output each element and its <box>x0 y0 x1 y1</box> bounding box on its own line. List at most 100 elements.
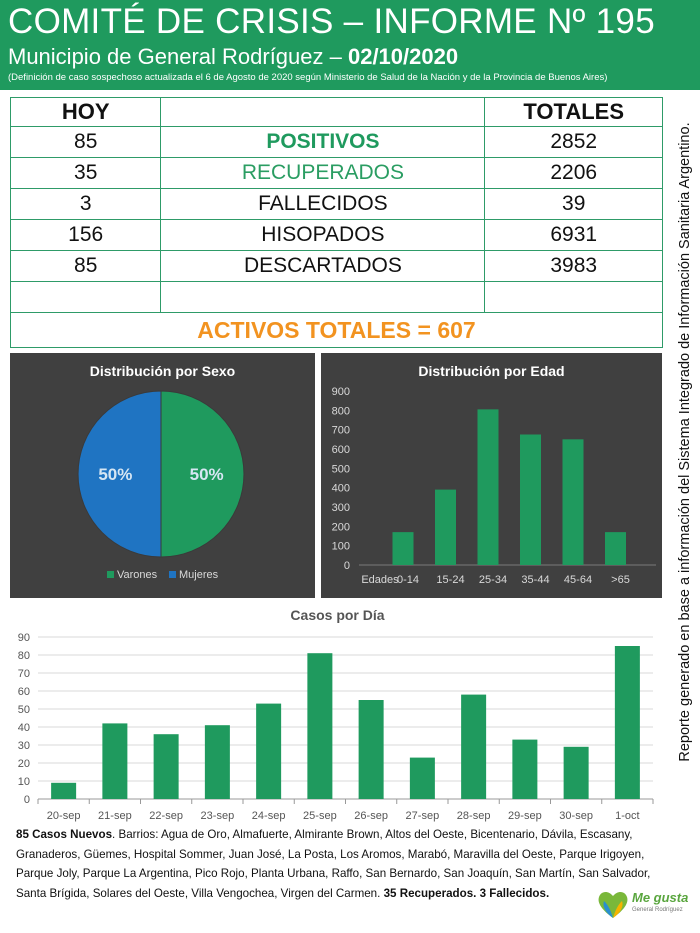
x-tick-label: 29-sep <box>508 810 542 822</box>
today-value: 3 <box>9 188 162 220</box>
row-label: POSITIVOS <box>160 126 486 158</box>
new-cases-paragraph: 85 Casos Nuevos. Barrios: Agua de Oro, A… <box>16 825 676 903</box>
daily-cases-chart-area: Casos por Día 0 10 20 30 40 50 60 70 80 90 20-sep 2… <box>10 600 665 825</box>
y-tick-label: 10 <box>18 776 30 788</box>
activos-row: ACTIVOS TOTALES = 607 <box>10 312 663 348</box>
age-bar-25-34 <box>477 409 499 565</box>
y-tick-label: 50 <box>18 704 30 716</box>
day-bar-23-sep <box>204 725 230 799</box>
x-tick-label: >65 <box>611 574 630 586</box>
day-bar-29-sep <box>512 739 538 799</box>
age-bar-0-14 <box>392 532 414 565</box>
summary-row-positivos: 85 POSITIVOS 2852 <box>9 126 663 158</box>
x-tick-label: 25-34 <box>479 574 507 586</box>
sex-chart-title: Distribución por Sexo <box>89 363 236 379</box>
total-value: 39 <box>484 188 663 220</box>
x-tick-label: 30-sep <box>559 810 593 822</box>
report-date: 02/10/2020 <box>347 44 459 69</box>
new-cases-count: 85 Casos Nuevos <box>16 828 113 841</box>
today-value: 85 <box>9 126 162 158</box>
y-tick-label: 100 <box>332 541 350 553</box>
summary-header-row: HOY TOTALES <box>9 97 663 127</box>
municipality-label: Municipio de General Rodríguez – <box>8 44 348 69</box>
totals-column-header: TOTALES <box>484 97 663 127</box>
report-title: COMITÉ DE CRISIS – INFORME Nº 195 <box>8 2 655 41</box>
row-label: HISOPADOS <box>160 219 486 251</box>
x-tick-label: 21-sep <box>98 810 132 822</box>
y-tick-label: 400 <box>332 483 350 495</box>
age-chart-title: Distribución por Edad <box>418 363 565 379</box>
legend-swatch-varones <box>107 571 114 578</box>
today-value: 35 <box>9 157 162 189</box>
row-label: RECUPERADOS <box>160 157 486 189</box>
empty-cell <box>484 281 663 313</box>
day-bar-30-sep <box>563 746 589 799</box>
y-tick-label: 200 <box>332 521 350 533</box>
y-tick-label: 700 <box>332 425 350 437</box>
age-bar->65 <box>605 532 626 565</box>
day-bar-22-sep <box>153 734 179 799</box>
day-bar-25-sep <box>307 653 333 799</box>
x-tick-label: 24-sep <box>252 810 286 822</box>
total-value: 6931 <box>484 219 663 251</box>
source-note-text: Reporte generado en base a información d… <box>677 122 693 762</box>
x-tick-label: 35-44 <box>521 574 549 586</box>
y-tick-label: 900 <box>332 386 350 398</box>
x-tick-label: 45-64 <box>564 574 592 586</box>
y-tick-label: 500 <box>332 463 350 475</box>
y-tick-label: 40 <box>18 722 30 734</box>
y-tick-label: 800 <box>332 405 350 417</box>
source-note-vertical: Reporte generado en base a información d… <box>670 122 700 762</box>
empty-cell <box>9 281 162 313</box>
x-tick-label: 0-14 <box>397 574 419 586</box>
case-definition-note: (Definición de caso sospechoso actualiza… <box>8 72 608 83</box>
y-tick-label: 300 <box>332 502 350 514</box>
x-tick-label: 28-sep <box>457 810 491 822</box>
total-value: 3983 <box>484 250 663 282</box>
x-tick-label: 27-sep <box>406 810 440 822</box>
pie-data-label: 50% <box>190 465 224 484</box>
summary-row-hisopados: 156 HISOPADOS 6931 <box>9 219 663 251</box>
report-subtitle: Municipio de General Rodríguez – 02/10/2… <box>8 44 458 70</box>
daily-chart-title: Casos por Día <box>290 607 385 623</box>
pie-slice-varones <box>160 390 245 558</box>
logo-subtext: General Rodríguez <box>632 907 683 913</box>
day-bar-26-sep <box>358 700 384 799</box>
age-bar-15-24 <box>435 489 456 565</box>
age-bar-35-44 <box>520 434 541 565</box>
sex-distribution-panel: Distribución por Sexo 50% 50% Varones Mujer… <box>10 353 315 598</box>
legend-label-mujeres: Mujeres <box>179 569 219 581</box>
summary-row-descartados: 85 DESCARTADOS 3983 <box>9 250 663 282</box>
y-tick-label: 20 <box>18 758 30 770</box>
x-tick-label: 23-sep <box>201 810 235 822</box>
day-bar-24-sep <box>256 703 282 799</box>
row-label: DESCARTADOS <box>160 250 486 282</box>
x-tick-label: 15-24 <box>436 574 464 586</box>
summary-table: HOY TOTALES 85 POSITIVOS 2852 35 RECUPER… <box>9 97 663 348</box>
day-bar-27-sep <box>409 757 435 799</box>
today-column-header: HOY <box>9 97 162 127</box>
y-tick-label: 70 <box>18 668 30 680</box>
age-distribution-panel: Distribución por Edad 0 100 200 300 400 500 60… <box>321 353 662 598</box>
summary-row-recuperados: 35 RECUPERADOS 2206 <box>9 157 663 189</box>
pie-slice-mujeres <box>77 390 162 558</box>
report-header: COMITÉ DE CRISIS – INFORME Nº 195 Munici… <box>0 0 700 90</box>
y-tick-label: 60 <box>18 686 30 698</box>
legend-swatch-mujeres <box>169 571 176 578</box>
x-tick-label: 20-sep <box>47 810 81 822</box>
y-tick-label: 90 <box>18 632 30 644</box>
barrios-list: . Barrios: Agua de Oro, Almafuerte, Almi… <box>16 828 651 900</box>
row-label: FALLECIDOS <box>160 188 486 220</box>
municipality-logo: Me gusta General Rodríguez <box>596 888 689 922</box>
x-tick-label: 25-sep <box>303 810 337 822</box>
total-value: 2206 <box>484 157 663 189</box>
label-column-header <box>160 97 486 127</box>
logo-text: Me gusta <box>632 890 689 905</box>
age-bar-45-64 <box>562 439 584 565</box>
pie-data-label: 50% <box>98 465 132 484</box>
x-tick-label: 1-oct <box>615 810 639 822</box>
sex-pie-chart: 50% 50% Varones Mujeres <box>77 390 245 581</box>
x-axis-title: Edades <box>361 574 399 586</box>
y-tick-label: 0 <box>344 560 350 572</box>
day-bar-21-sep <box>102 723 128 799</box>
